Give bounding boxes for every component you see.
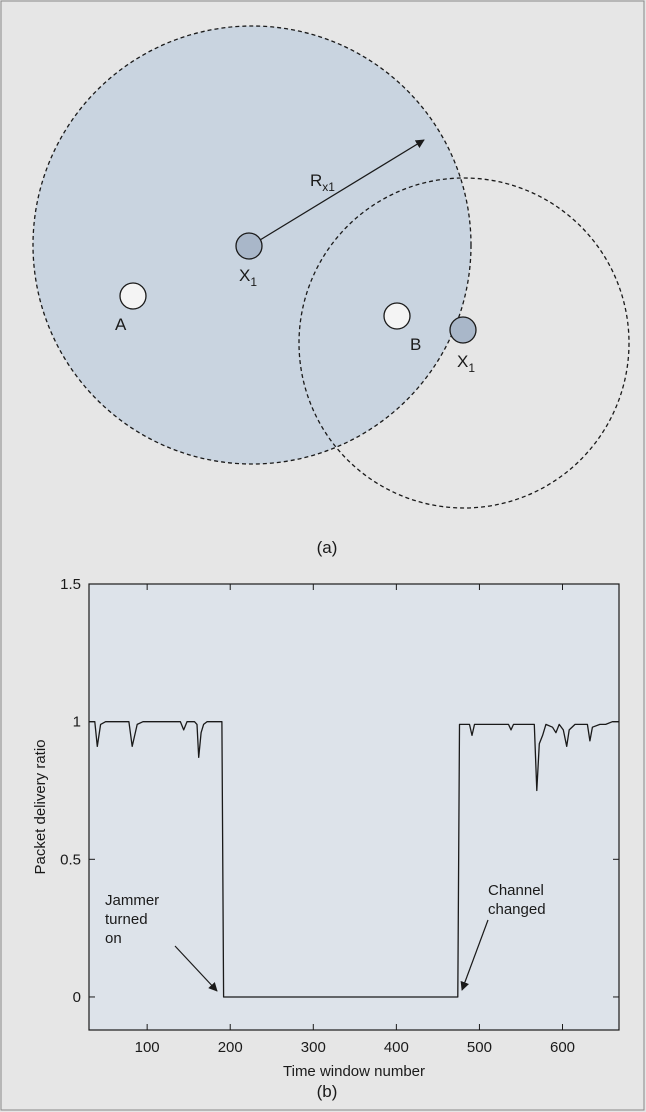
annotation-jammer: Jammer turned on: [105, 892, 163, 947]
x-tick-label: 300: [301, 1039, 326, 1056]
radius-label: Rx1: [310, 171, 335, 194]
panel-a-caption: (a): [317, 538, 338, 557]
annotation-jammer-line-2: turned: [105, 911, 148, 928]
node-a-label: A: [115, 315, 127, 334]
node-a: [119, 282, 147, 310]
jammer-node-left-label: X1: [239, 266, 257, 289]
annotation-jammer-line-1: Jammer: [105, 892, 159, 909]
packet-delivery-ratio-series: [89, 721, 619, 998]
jammer-right-label-sub: 1: [468, 361, 475, 375]
x-axis-label: Time window number: [283, 1063, 425, 1080]
jammer-node-right: [449, 316, 477, 344]
radius-label-sub: x1: [322, 180, 335, 194]
x-tick-label: 400: [384, 1039, 409, 1056]
panel-b-caption: (b): [317, 1082, 338, 1101]
y-tick-label: 1: [73, 714, 81, 731]
panel-a: Rx1 X1 A B X1 (a): [32, 25, 630, 557]
node-b-label: B: [410, 335, 421, 354]
radius-arrow: [259, 139, 425, 241]
annotation-channel: Channel changed: [488, 882, 548, 918]
x-tick-label: 100: [135, 1039, 160, 1056]
x-tick-label: 500: [467, 1039, 492, 1056]
annotation-channel-line-2: changed: [488, 901, 546, 918]
node-b: [383, 302, 411, 330]
jammer-right-label-main: X: [457, 352, 468, 371]
y-tick-label: 0.5: [60, 851, 81, 868]
jammer-range-circle-secondary: [298, 177, 630, 509]
annotation-channel-line-1: Channel: [488, 882, 544, 899]
radius-label-main: R: [310, 171, 322, 190]
panel-b: 0 0.5 1 1.5 100 200 300 400 500 600 Packet deliv…: [32, 576, 620, 1101]
x-tick-label: 600: [550, 1039, 575, 1056]
jammer-left-label-main: X: [239, 266, 250, 285]
jammer-node-right-label: X1: [457, 352, 475, 375]
jammer-left-label-sub: 1: [250, 275, 257, 289]
y-axis-label: Packet delivery ratio: [32, 739, 49, 874]
y-tick-label: 1.5: [60, 576, 81, 593]
x-axis-ticks: 100 200 300 400 500 600: [135, 584, 575, 1056]
y-tick-label: 0: [73, 989, 81, 1006]
annotation-channel-arrow: [460, 919, 489, 991]
jammer-node-left: [235, 232, 263, 260]
plot-area: [88, 583, 620, 1031]
annotation-jammer-line-3: on: [105, 930, 122, 947]
annotation-jammer-arrow: [174, 945, 218, 992]
x-tick-label: 200: [218, 1039, 243, 1056]
